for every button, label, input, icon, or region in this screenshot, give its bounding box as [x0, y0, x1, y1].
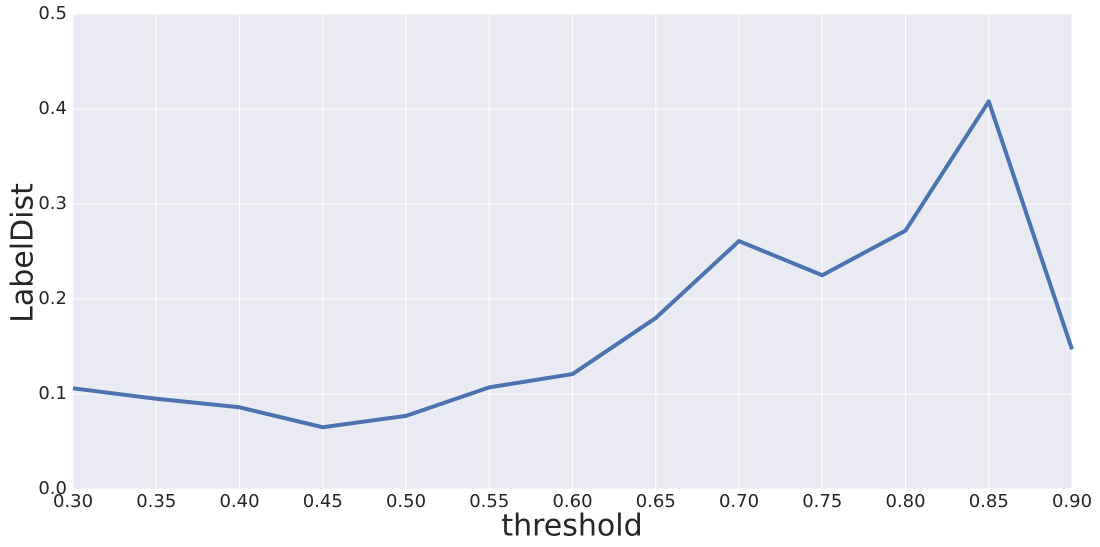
line [72, 99, 1074, 430]
y-tick-label: 0.0 [38, 478, 67, 499]
x-tick-label: 0.60 [552, 491, 592, 512]
x-tick-label: 0.80 [885, 491, 925, 512]
x-tick-label: 0.30 [53, 491, 93, 512]
x-tick-label: 0.85 [969, 491, 1009, 512]
x-tick-label: 0.35 [136, 491, 176, 512]
x-tick-label: 0.70 [719, 491, 759, 512]
y-tick-label: 0.3 [38, 193, 67, 214]
x-tick-label: 0.55 [469, 491, 509, 512]
x-tick-label: 0.50 [386, 491, 426, 512]
x-tick-label: 0.65 [636, 491, 676, 512]
x-tick-label: 0.90 [1052, 491, 1092, 512]
y-tick-label: 0.2 [38, 288, 67, 309]
y-axis-label: LabelDist [6, 183, 41, 323]
y-tick-label: 0.1 [38, 383, 67, 404]
x-axis-label: threshold [501, 509, 642, 544]
x-tick-label: 0.75 [802, 491, 842, 512]
x-tick-label: 0.45 [303, 491, 343, 512]
x-tick-label: 0.40 [219, 491, 259, 512]
y-tick-label: 0.5 [38, 3, 67, 24]
y-tick-label: 0.4 [38, 98, 67, 119]
